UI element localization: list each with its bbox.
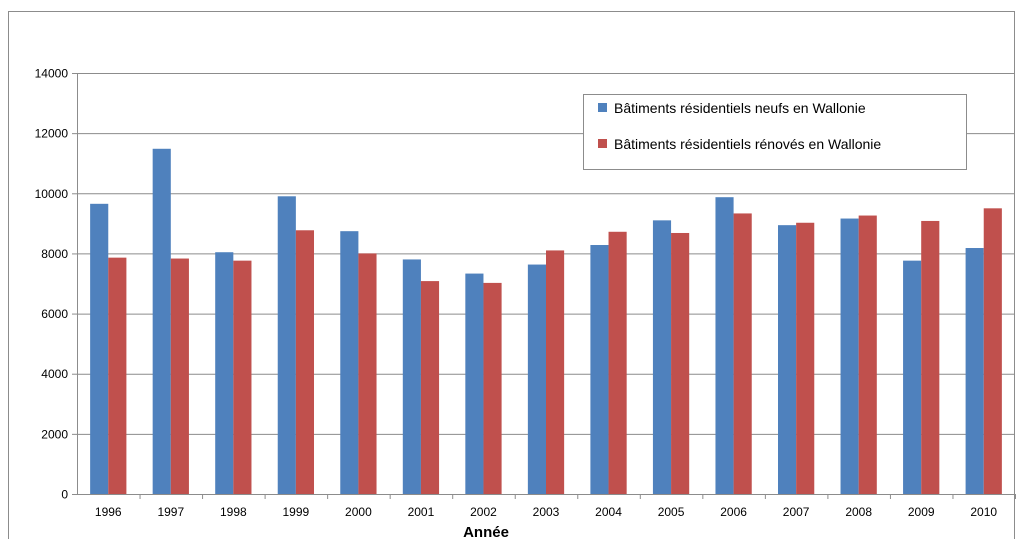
legend: Bâtiments résidentiels neufs en Wallonie… [583,94,967,170]
bar-2010-renoves [983,208,1002,495]
bar-2005-renoves [671,232,690,495]
bar-1999-renoves [295,230,315,495]
x-tick-label: 1997 [157,505,184,519]
legend-label-neufs: Bâtiments résidentiels neufs en Wallonie [614,100,866,116]
y-tick-label: 0 [61,488,68,502]
bar-1998-renoves [233,260,252,494]
y-tick-label: 6000 [41,307,68,321]
x-tick-label: 2000 [345,505,372,519]
bar-2004-neufs [590,245,609,494]
x-tick-label: 2010 [970,505,997,519]
x-tick-label: 2008 [845,505,872,519]
bar-2007-renoves [796,222,815,494]
legend-label-renoves: Bâtiments résidentiels rénovés en Wallon… [614,136,881,152]
x-tick-label: 1998 [220,505,247,519]
bar-2005-neufs [652,220,672,494]
bar-2009-renoves [921,220,940,495]
bars [90,148,1002,495]
y-tick-label: 14000 [35,67,69,81]
y-tick-label: 8000 [41,247,68,261]
y-tick-label: 10000 [35,187,69,201]
chart-frame: 0 2000 4000 6000 8000 10000 12000 14000 1996 199… [8,11,1016,540]
legend-swatch-renoves [598,139,607,148]
bar-2006-renoves [733,213,752,494]
bar-2010-neufs [965,248,984,494]
x-tick-label: 2001 [408,505,435,519]
bar-2006-neufs [715,197,734,494]
bar-2008-renoves [858,215,877,494]
bar-1996-neufs [90,203,109,494]
bar-2004-renoves [608,231,627,494]
bar-2009-neufs [903,260,922,494]
bar-1996-renoves [108,257,127,494]
x-tick-label: 2002 [470,505,497,519]
x-tick-label: 2004 [595,505,622,519]
y-tick-labels: 0 2000 4000 6000 8000 10000 12000 14000 [35,67,69,502]
bar-1999-neufs [277,196,296,495]
bar-1997-neufs [152,148,171,494]
x-tick-label: 2006 [720,505,747,519]
bar-2003-neufs [527,264,546,494]
legend-box [583,94,967,170]
x-tick-label: 1999 [283,505,310,519]
axes [72,73,1016,499]
bar-1998-neufs [215,252,234,494]
x-axis-title: Année [463,524,509,540]
y-tick-label: 4000 [41,367,68,381]
x-tick-label: 2003 [533,505,560,519]
x-tick-label: 2007 [783,505,810,519]
y-tick-label: 12000 [35,127,69,141]
x-tick-label: 2009 [908,505,935,519]
bar-2003-renoves [546,250,565,494]
bar-2000-renoves [358,253,377,494]
bar-2001-renoves [420,281,440,494]
x-tick-labels: 1996 1997 1998 1999 2000 2001 2002 2003 2004 2005… [95,505,997,519]
bar-2002-renoves [483,282,502,494]
y-tick-label: 2000 [41,427,68,441]
bar-2008-neufs [840,218,859,494]
x-tick-label: 1996 [95,505,122,519]
bar-2001-neufs [402,259,421,494]
legend-swatch-neufs [598,103,607,112]
bar-2002-neufs [465,273,484,494]
x-tick-label: 2005 [658,505,685,519]
bar-2000-neufs [340,231,359,494]
bar-2007-neufs [777,225,797,494]
bar-1997-renoves [170,258,189,494]
